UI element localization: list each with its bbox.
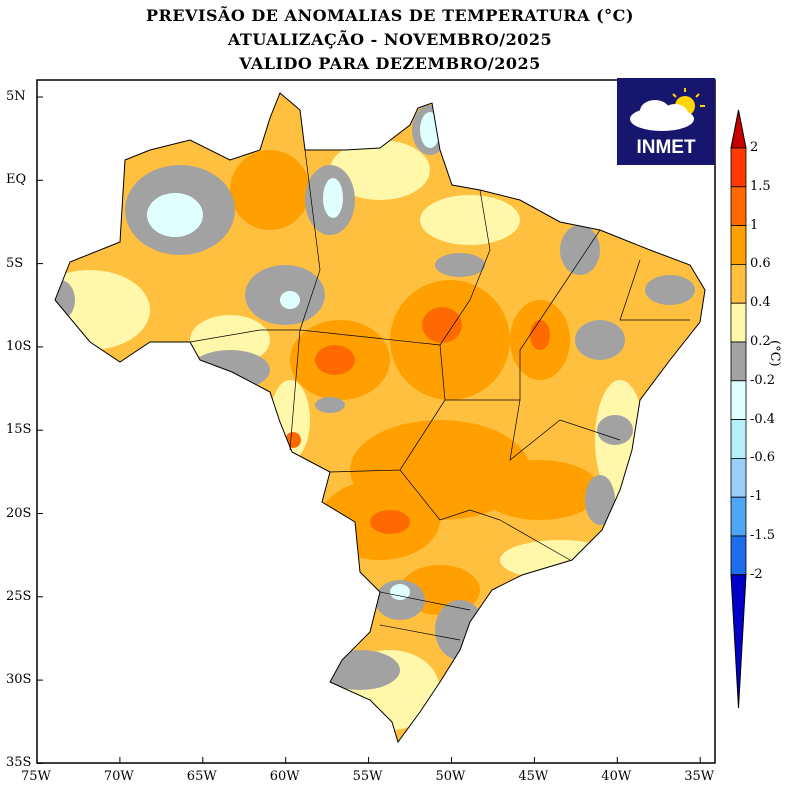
title-line-2: ATUALIZAÇÃO - NOVEMBRO/2025 <box>227 30 553 49</box>
lat-tick-label: 20S <box>6 505 32 521</box>
state-borders <box>189 149 690 641</box>
legend-swatch <box>730 186 747 227</box>
title-line-3: VALIDO PARA DEZEMBRO/2025 <box>239 54 541 73</box>
inmet-logo: INMET <box>617 78 715 165</box>
lat-tick-label: 15S <box>6 422 32 438</box>
lon-tick-label: 35W <box>684 769 715 784</box>
logo-text: INMET <box>636 137 696 158</box>
lon-tick-label: 40W <box>601 769 632 784</box>
lon-tick-label: 65W <box>186 769 217 784</box>
legend-label: -1.5 <box>750 528 776 543</box>
brazil-border <box>54 92 706 744</box>
legend-unit: (°C) <box>767 340 782 367</box>
legend-label: -0.4 <box>750 411 776 427</box>
legend-arrow-top <box>730 109 747 149</box>
lat-tick-label: EQ <box>6 172 27 188</box>
legend-swatch <box>730 263 747 304</box>
lat-tick-label: 30S <box>6 672 32 688</box>
legend-swatch <box>730 535 747 576</box>
legend-label: -0.2 <box>750 372 776 388</box>
legend-swatch <box>730 496 747 537</box>
lon-tick-label: 45W <box>518 769 549 784</box>
lat-tick-label: 5N <box>6 89 26 104</box>
legend-label: 1.5 <box>750 178 771 194</box>
axis-ticks <box>36 96 701 764</box>
lon-tick-label: 50W <box>435 769 466 784</box>
lon-tick-label: 70W <box>103 769 134 784</box>
legend-swatch <box>730 380 747 420</box>
lon-tick-label: 75W <box>21 769 51 784</box>
legend-swatch <box>730 147 747 188</box>
legend-label: -2 <box>750 566 763 582</box>
legend-label: 2 <box>750 140 759 155</box>
legend-label: -0.6 <box>750 450 776 466</box>
legend-label: -1 <box>750 489 763 505</box>
lat-tick-label: 10S <box>6 338 32 354</box>
lat-tick-label: 35S <box>6 755 32 771</box>
legend-swatch <box>730 341 747 382</box>
cloud-sun-icon <box>630 88 705 131</box>
title-line-1: PREVISÃO DE ANOMALIAS DE TEMPERATURA (°C… <box>146 6 634 25</box>
legend-swatch <box>730 302 747 343</box>
lat-tick-label: 5S <box>6 255 24 271</box>
legend-label: 0.4 <box>750 295 771 311</box>
legend-swatch <box>730 419 747 459</box>
lon-tick-label: 60W <box>269 769 300 784</box>
legend-label: 1 <box>750 217 759 233</box>
legend-label: 0.6 <box>750 256 771 272</box>
lon-tick-label: 55W <box>352 769 383 784</box>
legend-arrow-bottom <box>730 574 747 709</box>
legend-swatch <box>730 457 747 498</box>
legend-swatch <box>730 225 747 265</box>
lat-tick-label: 25S <box>6 588 32 604</box>
legend-label: 0.2 <box>750 334 771 349</box>
